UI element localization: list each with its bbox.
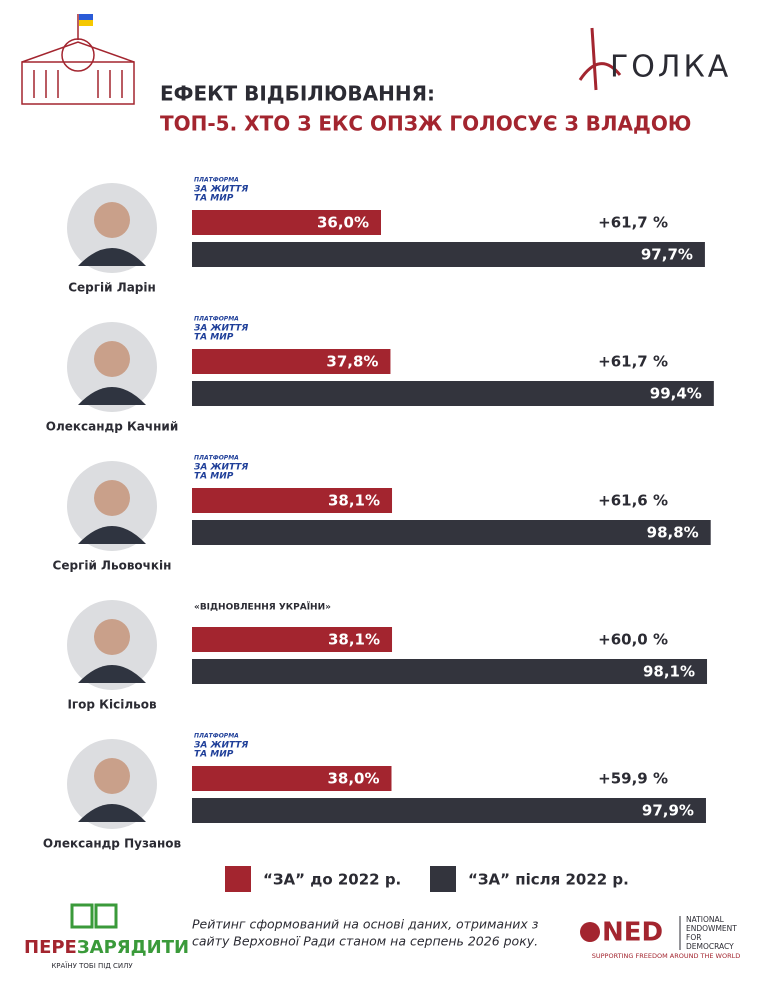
party-label: ЗА ЖИТТЯ	[194, 741, 248, 751]
photo-body	[78, 387, 146, 405]
party-label: «ВІДНОВЛЕННЯ УКРАЇНИ»	[194, 602, 331, 613]
party-label: ПЛАТФОРМА	[194, 177, 239, 184]
bar	[192, 520, 711, 545]
flag	[79, 20, 93, 26]
party-label: ПЛАТФОРМА	[194, 316, 239, 323]
bar	[192, 659, 708, 684]
ned-line: NATIONAL	[686, 915, 725, 924]
logo-part: ПЕРЕ	[24, 937, 77, 958]
party-label: ТА МИР	[194, 333, 234, 343]
photo-body	[78, 804, 146, 822]
bar-value-label: 38,1%	[328, 492, 380, 510]
party-label: ПЛАТФОРМА	[194, 455, 239, 462]
brand-icon	[578, 27, 622, 91]
ned-logo: NED	[602, 918, 663, 948]
ned-line: DEMOCRACY	[686, 942, 734, 951]
bar-value-label: 99,4%	[650, 385, 702, 403]
person-name: Олександр Качний	[46, 420, 179, 434]
bar-value-label: 98,1%	[643, 663, 695, 681]
photo-head	[94, 341, 130, 377]
ned-line: ENDOWMENT	[686, 924, 737, 933]
logo-icon	[70, 903, 118, 929]
bar	[192, 210, 381, 235]
title: ЕФЕКТ ВІДБІЛЮВАННЯ:	[160, 82, 435, 106]
change-label: +60,0 %	[598, 631, 668, 649]
legend-swatch	[430, 866, 456, 892]
ned-line: FOR	[686, 933, 701, 942]
party-label: ТА МИР	[194, 750, 234, 760]
photo-head	[94, 619, 130, 655]
bar	[192, 798, 706, 823]
logo-tagline: КРАЇНУ ТОБІ ПІД СИЛУ	[51, 961, 133, 970]
party-label: ТА МИР	[194, 472, 234, 482]
bar	[192, 349, 391, 374]
person-name: Сергій Ларін	[68, 281, 156, 295]
person-name: Олександр Пузанов	[43, 837, 182, 851]
change-label: +59,9 %	[598, 770, 668, 788]
logo-part: ЗАРЯДИТИ	[77, 937, 189, 958]
ned-icon	[580, 922, 600, 942]
photo-head	[94, 480, 130, 516]
brand: ГОЛКА	[610, 50, 731, 85]
change-label: +61,7 %	[598, 214, 668, 232]
ned-tagline: SUPPORTING FREEDOM AROUND THE WORLD	[592, 952, 741, 960]
bar-value-label: 37,8%	[326, 353, 378, 371]
photo-head	[94, 758, 130, 794]
logo-text: ПЕРЕЗАРЯДИТИ	[24, 937, 189, 958]
bar	[192, 488, 393, 513]
legend-swatch	[225, 866, 251, 892]
change-label: +61,6 %	[598, 492, 668, 510]
bar-value-label: 36,0%	[317, 214, 369, 232]
person-name: Ігор Кісільов	[67, 698, 157, 712]
photo-head	[94, 202, 130, 238]
bar	[192, 627, 393, 652]
bar-value-label: 97,9%	[642, 802, 694, 820]
photo-body	[78, 526, 146, 544]
flag	[79, 14, 93, 20]
party-label: ТА МИР	[194, 194, 234, 204]
bar	[192, 381, 714, 406]
bar	[192, 242, 705, 267]
change-label: +61,7 %	[598, 353, 668, 371]
bar-value-label: 98,8%	[647, 524, 699, 542]
bar-value-label: 97,7%	[641, 246, 693, 264]
bar-value-label: 38,1%	[328, 631, 380, 649]
party-label: ЗА ЖИТТЯ	[194, 463, 248, 473]
legend-label: “ЗА” до 2022 р.	[263, 871, 401, 889]
bar	[192, 766, 392, 791]
subtitle: ТОП-5. ХТО З ЕКС ОПЗЖ ГОЛОСУЄ З ВЛАДОЮ	[160, 112, 691, 136]
person-name: Сергій Льовочкін	[53, 559, 172, 573]
legend-label: “ЗА” після 2022 р.	[468, 871, 629, 889]
party-label: ЗА ЖИТТЯ	[194, 185, 248, 195]
parliament-icon	[21, 14, 135, 105]
photo-body	[78, 665, 146, 683]
footnote: Рейтинг сформований на основі даних, отр…	[192, 917, 539, 932]
footnote: сайту Верховної Ради станом на серпень 2…	[192, 934, 538, 949]
party-label: ЗА ЖИТТЯ	[194, 324, 248, 334]
photo-body	[78, 248, 146, 266]
party-label: ПЛАТФОРМА	[194, 733, 239, 740]
bar-value-label: 38,0%	[327, 770, 379, 788]
